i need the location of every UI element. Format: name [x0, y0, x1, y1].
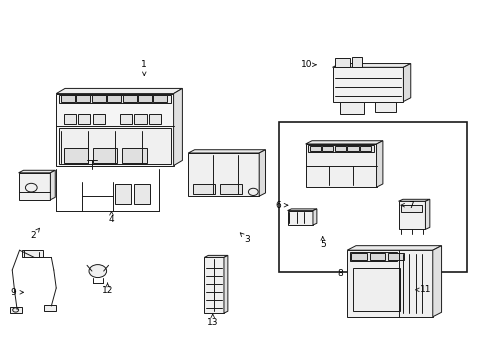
Bar: [61, 95, 75, 102]
Polygon shape: [346, 246, 441, 250]
Bar: [22, 250, 42, 257]
Bar: [93, 114, 105, 124]
Bar: [120, 114, 132, 124]
Bar: [76, 95, 90, 102]
Polygon shape: [56, 89, 182, 94]
Bar: [149, 114, 161, 124]
Bar: [138, 95, 152, 102]
Bar: [332, 67, 403, 102]
Text: 1: 1: [141, 60, 147, 76]
Text: 7: 7: [400, 201, 413, 210]
Bar: [220, 184, 242, 194]
Bar: [287, 211, 312, 225]
Bar: [78, 114, 90, 124]
Text: 2: 2: [30, 228, 40, 240]
Bar: [56, 94, 173, 166]
Polygon shape: [305, 141, 382, 144]
Bar: [122, 148, 146, 163]
Bar: [349, 252, 396, 261]
Bar: [401, 204, 422, 212]
Bar: [334, 146, 345, 151]
Text: 5: 5: [319, 237, 325, 249]
Text: 6: 6: [275, 201, 287, 210]
Polygon shape: [173, 89, 182, 166]
Polygon shape: [50, 170, 55, 200]
Bar: [374, 102, 396, 112]
Bar: [387, 253, 403, 260]
Polygon shape: [259, 150, 265, 196]
Polygon shape: [312, 209, 316, 225]
Bar: [359, 146, 370, 151]
Bar: [59, 128, 171, 164]
Bar: [334, 58, 349, 67]
Text: 11: 11: [415, 285, 430, 294]
Bar: [63, 114, 76, 124]
Polygon shape: [332, 63, 410, 67]
Text: 3: 3: [240, 233, 249, 244]
Bar: [107, 95, 121, 102]
Bar: [93, 148, 117, 163]
Text: 12: 12: [102, 283, 113, 295]
Bar: [307, 145, 373, 152]
Bar: [92, 95, 105, 102]
Text: 13: 13: [206, 314, 218, 327]
Circle shape: [248, 188, 258, 195]
Bar: [134, 184, 150, 204]
Bar: [188, 153, 259, 196]
Text: 8: 8: [336, 269, 342, 278]
Circle shape: [25, 183, 37, 192]
Bar: [350, 253, 366, 260]
Circle shape: [89, 265, 106, 278]
Bar: [322, 146, 333, 151]
Bar: [153, 95, 167, 102]
Circle shape: [13, 308, 19, 312]
Bar: [339, 102, 364, 114]
Bar: [134, 114, 146, 124]
Bar: [346, 146, 358, 151]
Bar: [278, 122, 466, 272]
Polygon shape: [398, 199, 429, 201]
Polygon shape: [204, 255, 227, 257]
Bar: [44, 305, 56, 311]
Text: 9: 9: [11, 288, 23, 297]
Bar: [63, 148, 88, 163]
Bar: [115, 184, 131, 204]
Polygon shape: [287, 209, 316, 211]
Text: 4: 4: [108, 212, 114, 224]
Polygon shape: [425, 199, 429, 229]
Bar: [346, 250, 432, 317]
Bar: [10, 307, 22, 313]
Polygon shape: [432, 246, 441, 317]
Bar: [309, 146, 320, 151]
Bar: [398, 201, 425, 229]
Bar: [352, 268, 399, 311]
Bar: [122, 95, 136, 102]
Text: 10: 10: [301, 60, 315, 69]
Bar: [193, 184, 215, 194]
Bar: [305, 144, 376, 187]
Polygon shape: [403, 63, 410, 102]
Polygon shape: [188, 150, 265, 153]
Polygon shape: [224, 255, 227, 313]
Bar: [369, 253, 385, 260]
Bar: [204, 257, 224, 313]
Bar: [59, 95, 171, 103]
Bar: [351, 57, 361, 67]
Polygon shape: [19, 170, 55, 173]
Bar: [19, 173, 50, 200]
Polygon shape: [376, 141, 382, 187]
